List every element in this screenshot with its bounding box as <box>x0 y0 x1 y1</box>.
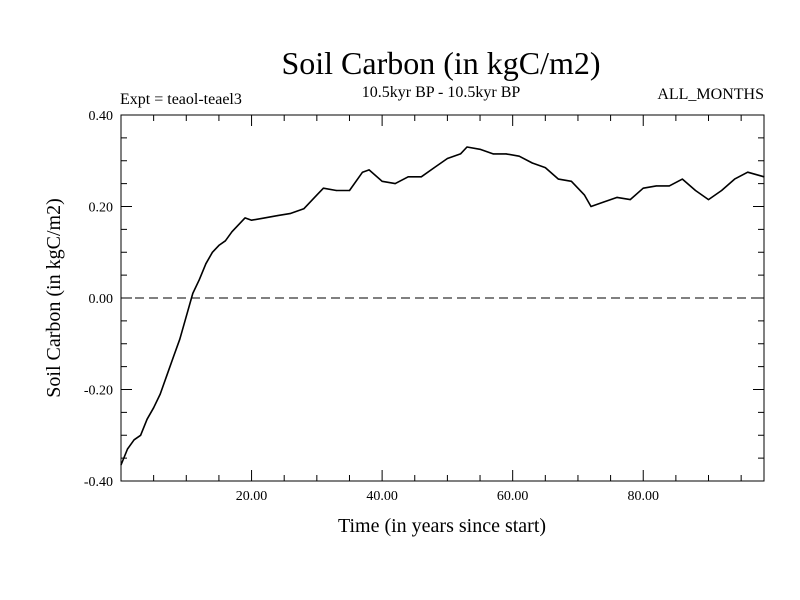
soil-carbon-point <box>747 171 749 173</box>
soil-carbon-point <box>348 189 351 192</box>
soil-carbon-point <box>681 178 684 180</box>
soil-carbon-point <box>668 185 670 187</box>
soil-carbon-point <box>361 171 364 173</box>
soil-carbon-point <box>126 448 129 450</box>
soil-carbon-point <box>159 393 161 395</box>
soil-carbon-point <box>616 196 618 198</box>
soil-carbon-point <box>185 315 187 317</box>
soil-carbon-point <box>433 167 435 169</box>
y-tick-label: 0.40 <box>89 109 114 124</box>
soil-carbon-series-line <box>120 146 765 466</box>
soil-carbon-point <box>368 169 370 171</box>
soil-carbon-point <box>590 205 592 208</box>
soil-carbon-point <box>303 208 305 210</box>
soil-carbon-point <box>277 215 279 217</box>
soil-carbon-point <box>466 146 468 148</box>
soil-carbon-point <box>224 240 227 242</box>
soil-carbon-point <box>531 162 533 164</box>
soil-carbon-point <box>394 183 396 185</box>
soil-carbon-point <box>322 187 324 189</box>
soil-carbon-point <box>192 292 194 295</box>
soil-carbon-point <box>642 187 644 189</box>
x-tick-label: 60.00 <box>497 489 529 504</box>
soil-carbon-point <box>518 155 520 157</box>
soil-carbon-point <box>583 194 586 196</box>
soil-carbon-point <box>570 180 573 182</box>
soil-carbon-point <box>505 153 507 155</box>
x-tick-label: 40.00 <box>366 489 398 504</box>
months-label: ALL_MONTHS <box>657 86 764 103</box>
soil-carbon-point <box>420 176 422 178</box>
soil-carbon-point <box>205 263 207 265</box>
soil-carbon-point <box>603 201 605 203</box>
soil-carbon-point <box>133 439 135 441</box>
soil-carbon-point <box>211 251 213 253</box>
soil-carbon-point <box>237 224 240 226</box>
y-axis-label: Soil Carbon (in kgC/m2) <box>43 198 65 397</box>
y-tick-label: -0.20 <box>84 384 113 399</box>
chart-subtitle: 10.5kyr BP - 10.5kyr BP <box>362 84 521 101</box>
soil-carbon-point <box>218 244 220 246</box>
soil-carbon-point <box>557 178 559 180</box>
soil-carbon-point <box>655 185 657 187</box>
soil-carbon-point <box>734 178 736 180</box>
chart-title: Soil Carbon (in kgC/m2) <box>281 45 600 81</box>
soil-carbon-point <box>198 279 200 281</box>
soil-carbon-point <box>179 338 181 340</box>
soil-carbon-point <box>459 153 462 155</box>
soil-carbon-point <box>290 212 292 214</box>
soil-carbon-point <box>694 189 697 192</box>
experiment-label: Expt = teaol-teael3 <box>120 91 242 108</box>
soil-carbon-point <box>479 148 481 150</box>
soil-carbon-point <box>335 189 338 192</box>
soil-carbon-point <box>139 434 142 436</box>
soil-carbon-point <box>446 157 448 160</box>
soil-carbon-point <box>264 217 266 219</box>
soil-carbon-point <box>316 194 318 196</box>
soil-carbon-point <box>244 217 246 219</box>
y-tick-label: 0.00 <box>89 292 114 307</box>
soil-carbon-point <box>544 167 546 169</box>
soil-carbon-point <box>146 418 148 420</box>
x-axis-label: Time (in years since start) <box>338 515 546 537</box>
y-tick-label: 0.20 <box>89 201 114 216</box>
soil-carbon-point <box>250 219 253 221</box>
x-tick-label: 80.00 <box>627 489 659 504</box>
soil-carbon-point <box>707 199 710 201</box>
x-tick-label: 20.00 <box>236 489 268 504</box>
soil-carbon-point <box>166 375 168 377</box>
soil-carbon-point <box>172 356 174 359</box>
soil-carbon-point <box>120 464 122 466</box>
soil-carbon-point <box>407 176 409 178</box>
soil-carbon-point <box>763 176 765 178</box>
soil-carbon-point <box>153 407 155 409</box>
soil-carbon-point <box>492 153 494 155</box>
plot-area: 20.00 40.00 60.00 80.00 -0.40 -0.20 0.00 0.20 0.… <box>84 109 765 504</box>
soil-carbon-point <box>231 231 233 233</box>
soil-carbon-point <box>720 189 723 192</box>
soil-carbon-point <box>381 180 383 182</box>
soil-carbon-point <box>629 199 631 201</box>
y-tick-label: -0.40 <box>84 475 113 490</box>
